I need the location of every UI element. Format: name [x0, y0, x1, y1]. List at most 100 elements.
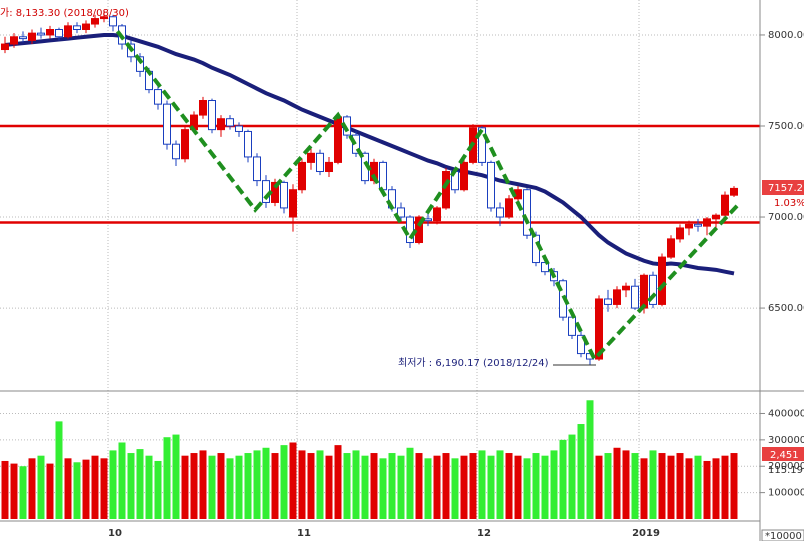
volume-bar	[523, 458, 531, 519]
volume-bar	[541, 455, 549, 519]
low-note: 최저가 : 6,190.17 (2018/12/24)	[398, 357, 549, 369]
candle-body	[505, 198, 513, 218]
candle-body	[28, 32, 36, 41]
volume-bar	[721, 455, 729, 519]
candle-body	[685, 223, 693, 229]
x-tick-label: 10	[108, 528, 122, 539]
candle-body	[172, 143, 180, 160]
candle-body	[316, 152, 324, 173]
volume-bar	[667, 455, 675, 519]
candle-body	[649, 274, 657, 305]
candle-body	[415, 216, 423, 244]
candle-body	[631, 285, 639, 309]
candle-body	[298, 161, 306, 191]
volume-bar	[145, 455, 153, 519]
candle-body	[604, 298, 612, 305]
volume-bar	[505, 453, 513, 519]
candle-body	[109, 16, 117, 27]
volume-bar	[352, 450, 360, 519]
volume-bar	[325, 455, 333, 519]
volume-bar	[10, 463, 18, 519]
candle-body	[460, 161, 468, 191]
volume-bar	[487, 455, 495, 519]
unit-box	[761, 529, 804, 541]
volume-bar	[316, 450, 324, 519]
pattern-line	[115, 30, 740, 363]
candle-body	[100, 16, 108, 20]
volume-bar	[514, 455, 522, 519]
volume-bar	[676, 453, 684, 519]
volume-bar	[631, 453, 639, 519]
volume-ma-label: 115.19	[768, 465, 803, 476]
candle-body	[1, 43, 9, 51]
candle-body	[595, 298, 603, 360]
volume-bar	[694, 455, 702, 519]
volume-bar	[64, 458, 72, 519]
volume-bar	[226, 458, 234, 519]
candle-body	[721, 194, 729, 216]
volume-bar	[55, 421, 63, 519]
volume-bar	[613, 447, 621, 519]
candle-body	[703, 218, 711, 227]
y-tick-label: 7000.00	[768, 212, 804, 223]
candle-body	[307, 152, 315, 163]
volume-bar	[442, 453, 450, 519]
candle-body	[73, 25, 81, 30]
candle-body	[352, 134, 360, 154]
candle-body	[478, 127, 486, 163]
volume-bar	[28, 458, 36, 519]
moving-average	[4, 32, 735, 276]
candle-body	[730, 187, 738, 196]
volume-bar	[100, 458, 108, 519]
candle-body	[640, 274, 648, 309]
y-tick-label: 100000	[768, 488, 804, 499]
candle-body	[694, 223, 702, 227]
volume-bar	[388, 453, 396, 519]
y-tick-label: 6500.00	[768, 303, 804, 314]
volume-bar	[415, 453, 423, 519]
volume-bar	[37, 455, 45, 519]
candle-body	[496, 207, 504, 218]
candle-body	[55, 28, 63, 38]
candle-body	[163, 103, 171, 145]
candle-body	[325, 161, 333, 173]
change-label: 1.03%	[774, 198, 804, 209]
volume-bar	[154, 460, 162, 519]
candle-body	[487, 161, 495, 209]
last-price-box	[762, 180, 804, 195]
candle-body	[226, 118, 234, 127]
candle-body	[217, 118, 225, 131]
volume-bar	[298, 450, 306, 519]
y-tick-label: 200000	[768, 461, 804, 472]
high-note: 가: 8,133.30 (2018/08/30)	[0, 7, 129, 19]
volume-bar	[460, 455, 468, 519]
volume-bar	[181, 455, 189, 519]
candle-body	[667, 238, 675, 258]
volume-bar	[478, 450, 486, 519]
candle-body	[397, 207, 405, 218]
candle-body	[19, 36, 27, 40]
volume-bar	[289, 442, 297, 519]
candle-body	[82, 23, 90, 30]
volume-bar	[685, 458, 693, 519]
volume-bar	[595, 455, 603, 519]
volume-bar	[424, 458, 432, 519]
candle-body	[658, 256, 666, 305]
volume-bar	[190, 453, 198, 519]
volume-bar	[1, 460, 9, 519]
y-tick-label: 300000	[768, 435, 804, 446]
candle-body	[568, 316, 576, 336]
volume-bar	[712, 458, 720, 519]
candle-body	[622, 285, 630, 291]
volume-bar	[649, 450, 657, 519]
volume-bar	[73, 462, 81, 519]
volume-bar	[379, 458, 387, 519]
candle-body	[10, 36, 18, 45]
candle-body	[208, 100, 216, 131]
volume-bar	[199, 450, 207, 519]
candle-body	[199, 100, 207, 116]
volume-bar	[622, 450, 630, 519]
volume-bar	[127, 453, 135, 519]
candle-body	[181, 129, 189, 160]
candle-body	[235, 125, 243, 132]
